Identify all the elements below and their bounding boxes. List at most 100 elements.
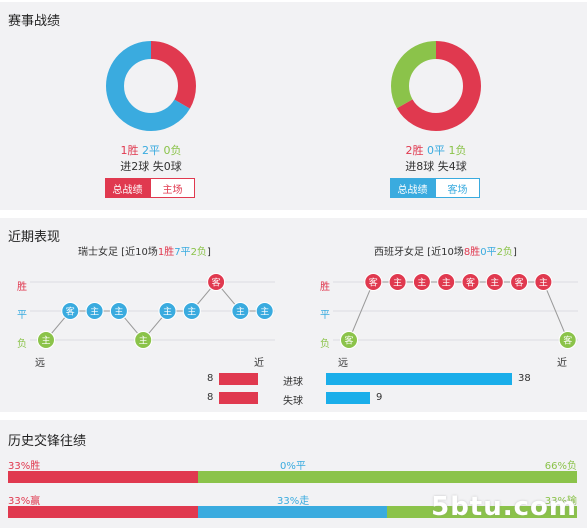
right-summary-prefix: [近10场 <box>424 247 464 258</box>
right-form-match-dot <box>485 273 504 291</box>
tab-total-record-left[interactable]: 总战绩 <box>105 178 150 198</box>
left-form-venue-label: 主 <box>260 306 269 318</box>
right-form-venue-label: 主 <box>442 277 451 289</box>
right-form-venue-label: 主 <box>539 277 548 289</box>
left-form-match-point[interactable]: 主 <box>158 302 177 320</box>
right-record-donut <box>391 41 481 131</box>
left-team-name: 瑞士女足 <box>78 247 118 258</box>
right-form-match-dot <box>388 273 407 291</box>
h2h-row1-loss-segment <box>197 471 577 483</box>
right-form-match-point[interactable]: 主 <box>534 273 553 291</box>
right-form-venue-label: 主 <box>417 277 426 289</box>
h2h-row1-bar <box>8 471 577 483</box>
left-form-match-point[interactable]: 主 <box>109 302 128 320</box>
left-form-venue-label: 主 <box>139 335 148 347</box>
tab-away[interactable]: 客场 <box>435 178 480 198</box>
right-conceded-bar <box>326 392 371 404</box>
right-goals: 进8球 <box>405 160 435 173</box>
record-title: 赛事战绩 <box>8 14 61 29</box>
right-summary-suffix: ] <box>512 247 517 258</box>
right-form-losses: 2负 <box>496 247 513 258</box>
right-scored-bar <box>326 373 512 385</box>
right-form-match-dot <box>510 273 529 291</box>
left-form-match-dot <box>61 302 80 320</box>
right-form-match-point[interactable]: 主 <box>485 273 504 291</box>
recent-title: 近期表现 <box>8 230 61 245</box>
right-form-line <box>348 281 569 341</box>
right-form-venue-label: 客 <box>369 277 378 289</box>
right-form-match-dot <box>461 273 480 291</box>
right-ylabel-loss: 负 <box>320 339 330 350</box>
right-losses: 1负 <box>448 144 467 157</box>
left-form-venue-label: 主 <box>187 306 196 318</box>
right-form-match-dot <box>558 331 577 349</box>
right-draws: 0平 <box>427 144 445 157</box>
left-form-match-point[interactable]: 客 <box>207 273 226 291</box>
left-form-match-point[interactable]: 主 <box>255 302 274 320</box>
right-form-match-dot <box>364 273 383 291</box>
h2h-row2-draw-segment <box>197 506 388 518</box>
left-form-match-point[interactable]: 主 <box>37 331 55 349</box>
record-panel: 赛事战绩 1胜 2平 0负 进2球 失0球 总战绩 主场 2胜 0平 1负 进8… <box>0 2 587 210</box>
h2h-row1-win-segment <box>8 471 198 483</box>
left-form-match-dot <box>85 302 104 320</box>
left-scored-bar <box>218 373 258 385</box>
left-form-match-point[interactable]: 客 <box>61 302 80 320</box>
left-draws: 2平 <box>142 144 160 157</box>
right-form-venue-label: 客 <box>563 335 572 347</box>
right-form-chart: 客客主主主客主客主客 <box>333 273 578 349</box>
left-conceded-bar <box>218 392 258 404</box>
left-form-chart: 主客主主主主 主客主主 <box>30 273 275 349</box>
right-form-venue-label: 客 <box>344 335 353 347</box>
left-form-draws: 7平 <box>174 247 191 258</box>
left-form-title: 瑞士女足 [近10场1胜7平2负] <box>78 243 211 258</box>
right-form-match-point[interactable]: 客 <box>510 273 529 291</box>
left-form-match-point[interactable]: 主 <box>85 302 104 320</box>
left-form-venue-label: 客 <box>66 306 75 318</box>
right-form-venue-label: 主 <box>393 277 402 289</box>
tab-home[interactable]: 主场 <box>150 178 195 198</box>
h2h-row1-draw-label: 0%平 <box>280 461 306 472</box>
tab-total-record-right[interactable]: 总战绩 <box>390 178 435 198</box>
right-form-draws: 0平 <box>480 247 497 258</box>
right-form-match-point[interactable]: 主 <box>437 273 456 291</box>
left-conceded-value: 8 <box>207 392 214 403</box>
left-form-match-point[interactable]: 主 <box>182 302 201 320</box>
right-form-match-point[interactable]: 客 <box>340 331 358 349</box>
h2h-row2-draw-label: 33%走 <box>277 496 310 507</box>
left-form-match-point[interactable]: 主 <box>134 331 153 349</box>
left-wins: 1胜 <box>120 144 139 157</box>
left-form-match-point[interactable]: 主 <box>231 302 250 320</box>
right-team-name: 西班牙女足 <box>374 247 424 258</box>
left-goal-stats: 进2球 失0球 <box>81 158 221 174</box>
right-form-match-dot <box>534 273 553 291</box>
right-form-match-point[interactable]: 客 <box>558 331 577 349</box>
left-record-donut <box>106 41 196 131</box>
right-xlabel-near: 近 <box>557 358 567 369</box>
left-form-line <box>45 281 265 341</box>
left-ylabel-draw: 平 <box>17 310 27 321</box>
left-form-venue-label: 客 <box>212 277 221 289</box>
right-form-match-point[interactable]: 主 <box>388 273 407 291</box>
left-form-wins: 1胜 <box>157 247 175 258</box>
left-record-counts: 1胜 2平 0负 <box>81 142 221 158</box>
left-form-venue-label: 主 <box>163 306 172 318</box>
right-form-match-point[interactable]: 主 <box>412 273 431 291</box>
left-record-toggle: 总战绩 主场 <box>105 178 195 198</box>
left-form-match-dot <box>231 302 250 320</box>
right-conceded-value: 9 <box>376 392 383 403</box>
left-goals: 进2球 <box>120 160 150 173</box>
right-form-venue-label: 主 <box>490 277 499 289</box>
right-record-toggle: 总战绩 客场 <box>390 178 480 198</box>
left-summary-suffix: ] <box>206 247 211 258</box>
h2h-row2-win-label: 33%赢 <box>8 496 41 507</box>
left-form-venue-label: 主 <box>114 306 123 318</box>
right-ylabel-win: 胜 <box>320 282 330 293</box>
h2h-row2-bar <box>8 506 577 518</box>
left-scored-value: 8 <box>207 373 214 384</box>
recent-panel: 近期表现 瑞士女足 [近10场1胜7平2负] 西班牙女足 [近10场8胜0平2负… <box>0 218 587 412</box>
right-form-match-point[interactable]: 客 <box>364 273 383 291</box>
right-form-wins: 8胜 <box>463 247 481 258</box>
h2h-row2-win-segment <box>8 506 198 518</box>
right-form-match-point[interactable]: 客 <box>461 273 480 291</box>
